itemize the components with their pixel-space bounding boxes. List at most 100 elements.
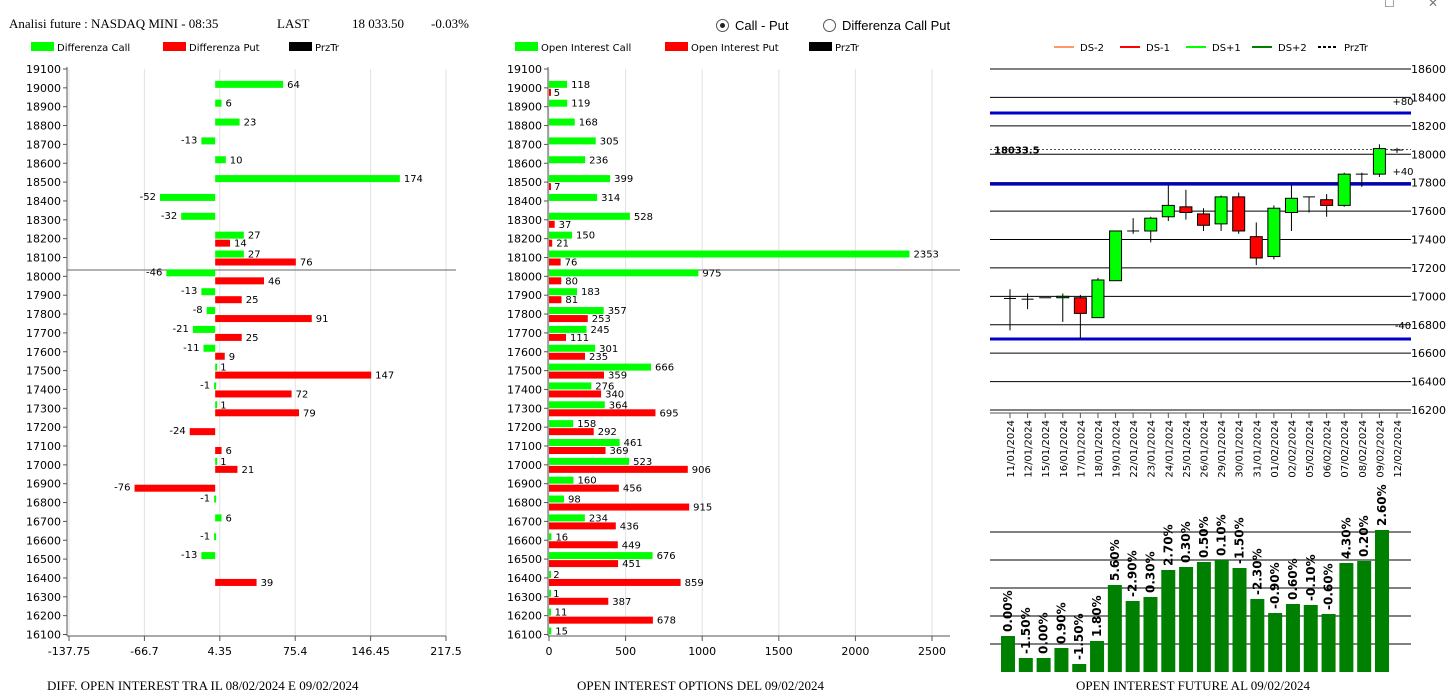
legend-swatch: [289, 42, 312, 51]
y-tick-label: 17000: [1411, 290, 1446, 303]
oi-put-bar: [549, 560, 619, 568]
diff-value-label: -24: [169, 426, 185, 437]
oi-value-label: 21: [556, 239, 569, 250]
candle-body: [1091, 279, 1105, 319]
oi-call-bar: [549, 382, 592, 390]
oi-future-label: -0.10%: [1304, 554, 1318, 601]
x-date-label: 02/02/2024: [1287, 420, 1298, 478]
candle-body: [1284, 197, 1298, 214]
oi-put-bar: [549, 465, 688, 473]
oi-call-bar: [549, 99, 568, 107]
x-date-label: 12/02/2024: [1393, 420, 1404, 478]
header-title: Analisi future : NASDAQ MINI - 08:35: [9, 16, 219, 31]
oi-call-bar: [549, 552, 653, 560]
diff-value-label: 39: [261, 578, 274, 589]
radio-differenza-label: Differenza Call Put: [842, 18, 951, 33]
diff-call-bar: [215, 250, 244, 258]
prztr-label: 18033.5: [994, 145, 1040, 156]
y-tick-label: 18200: [1411, 120, 1446, 133]
legend-swatch: [665, 42, 688, 51]
legend-label: DS+1: [1212, 43, 1241, 54]
oi-put-bar: [549, 277, 562, 285]
oi-value-label: 1: [553, 589, 559, 600]
diff-value-label: -11: [183, 343, 199, 354]
diff-value-label: -13: [181, 286, 197, 297]
oi-value-label: 98: [568, 495, 581, 506]
oi-call-bar: [549, 344, 596, 352]
radio-unselected-icon: [823, 19, 836, 32]
diff-put-bar: [215, 390, 292, 398]
oi-value-label: 449: [622, 540, 641, 551]
oi-future-bar: [1232, 568, 1247, 672]
diff-value-label: -46: [146, 267, 162, 278]
x-date-label: 16/01/2024: [1059, 420, 1070, 478]
diff-call-bar: [215, 175, 400, 183]
diff-call-bar: [206, 307, 216, 315]
y-tick-label: 17900: [26, 289, 61, 302]
candle-body: [1073, 297, 1087, 314]
diff-value-label: 27: [248, 231, 261, 242]
y-tick-label: 17200: [26, 421, 61, 434]
oi-put-bar: [549, 428, 594, 436]
oi-call-bar: [549, 627, 552, 635]
diff-value-label: -21: [173, 324, 189, 335]
y-tick-label: 18400: [507, 195, 542, 208]
oi-value-label: 11: [555, 608, 568, 619]
oi-future-label: -1.50%: [1072, 613, 1086, 660]
oi-put-bar: [549, 541, 618, 549]
radio-call-put[interactable]: Call - Put: [716, 18, 788, 33]
oi-future-label: -0.60%: [1322, 563, 1336, 610]
x-date-label: 22/01/2024: [1129, 420, 1140, 478]
y-tick-label: 16800: [1411, 319, 1446, 332]
close-icon[interactable]: ✕: [1428, 0, 1439, 10]
oi-future-bar: [1107, 585, 1122, 672]
diff-call-bar: [201, 137, 216, 145]
y-tick-label: 18800: [507, 120, 542, 133]
oi-value-label: 369: [610, 446, 629, 457]
restore-icon[interactable]: ☐: [1384, 0, 1395, 10]
y-tick-label: 18700: [507, 138, 542, 151]
y-tick-label: 17700: [26, 327, 61, 340]
diff-put-bar: [215, 333, 242, 341]
diff-put-bar: [134, 484, 216, 492]
x-date-label: 08/02/2024: [1358, 420, 1369, 478]
diff-call-bar: [215, 99, 222, 107]
candle-body: [1056, 295, 1070, 299]
diff-value-label: 1: [220, 363, 226, 374]
diff-value-label: 21: [241, 465, 254, 476]
candle-body: [1144, 217, 1158, 232]
x-date-label: 06/02/2024: [1323, 420, 1334, 478]
oi-call-bar: [549, 439, 620, 446]
oi-value-label: 276: [595, 381, 614, 392]
diff-value-label: 25: [246, 295, 259, 306]
x-date-label: 15/01/2024: [1041, 420, 1052, 478]
diff-value-label: 6: [226, 513, 232, 524]
diff-value-label: -1: [200, 494, 210, 505]
footer-left: DIFF. OPEN INTEREST TRA IL 08/02/2024 E …: [47, 678, 359, 693]
candle-body: [1161, 204, 1175, 218]
y-tick-label: 17600: [26, 346, 61, 359]
level-label: -40: [1395, 321, 1411, 332]
diff-call-bar: [201, 288, 216, 296]
y-tick-label: 16800: [507, 497, 542, 510]
oi-value-label: 168: [579, 118, 598, 129]
y-tick-label: 18700: [26, 138, 61, 151]
diff-value-label: 14: [234, 239, 247, 250]
x-date-label: 11/01/2024: [1006, 420, 1017, 478]
diff-call-bar: [214, 533, 217, 541]
oi-call-bar: [549, 212, 630, 220]
oi-value-label: 76: [565, 258, 578, 269]
candle-body: [1337, 173, 1351, 206]
oi-put-bar: [549, 484, 619, 492]
oi-value-label: 236: [589, 155, 608, 166]
legend-label: DS-1: [1146, 43, 1170, 54]
diff-value-label: 10: [230, 155, 243, 166]
y-tick-label: 18100: [507, 252, 542, 265]
y-tick-label: 18600: [507, 157, 542, 170]
oi-value-label: 118: [571, 80, 590, 91]
oi-put-bar: [549, 409, 656, 417]
radio-differenza[interactable]: Differenza Call Put: [823, 18, 950, 33]
y-tick-label: 18600: [26, 157, 61, 170]
y-tick-label: 18000: [507, 270, 542, 283]
oi-call-bar: [549, 118, 575, 126]
